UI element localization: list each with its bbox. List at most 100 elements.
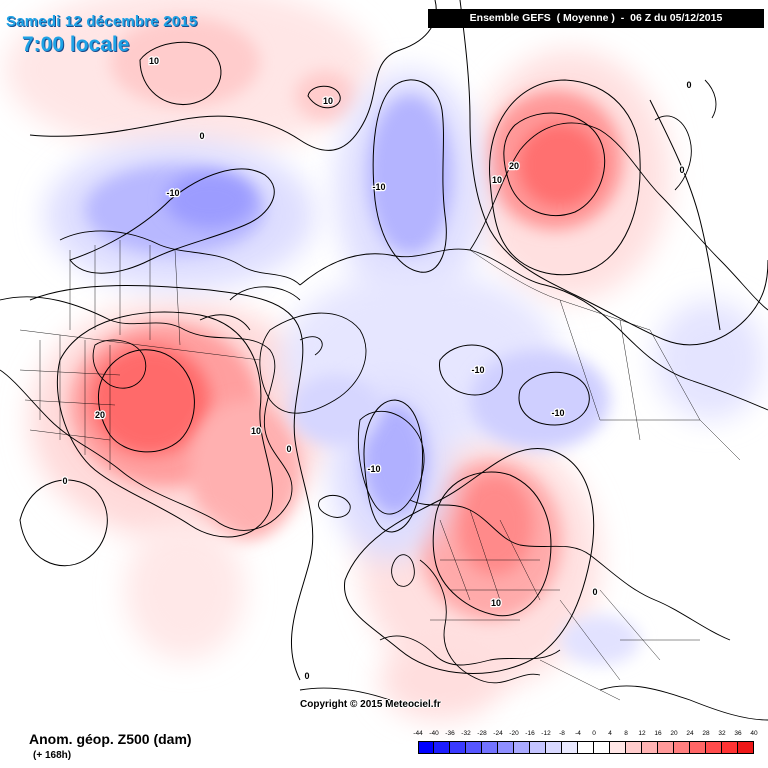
coastline-europe <box>409 499 731 684</box>
contour-label: 10 <box>323 96 333 106</box>
contour-minus-ten-alaska <box>69 168 275 274</box>
coastline-siberia <box>299 248 768 411</box>
trough-siberia-core <box>368 95 452 255</box>
contour-label: 0 <box>592 587 597 597</box>
legend-tick-labels: -44 -40 -36 -32 -28 -24 -20 -16 -12 -8 -4 0 4 8 12 16 20… <box>412 730 757 740</box>
coastlines <box>0 79 768 721</box>
ridge-north-pacific-core <box>110 17 260 107</box>
contour-label: 0 <box>304 671 309 681</box>
legend-swatch <box>482 742 498 753</box>
legend-tick: -28 <box>477 730 487 737</box>
contour-zero-atlantic <box>29 285 314 681</box>
anomaly-shading <box>5 0 765 720</box>
contour-zero-japan <box>649 99 721 331</box>
legend-swatch <box>738 742 754 753</box>
legend-swatch <box>466 742 482 753</box>
legend-tick: -32 <box>461 730 471 737</box>
contour-label: 20 <box>509 161 519 171</box>
legend-swatch <box>546 742 562 753</box>
copyright-notice: Copyright © 2015 Meteociel.fr <box>300 699 441 710</box>
contour-minus-ten-kara <box>438 344 503 396</box>
legend-tick: 20 <box>670 730 678 737</box>
contour-minus-ten-siberia <box>372 79 447 273</box>
contour-ten-europe <box>432 471 552 617</box>
contour-label: -10 <box>372 182 385 192</box>
ridge-europe-core <box>457 475 533 575</box>
contour-label: 0 <box>686 80 691 90</box>
trough-alaska-core <box>165 172 255 228</box>
ridge-pacific-tongue <box>125 520 245 660</box>
coastline-east-asia <box>469 122 768 311</box>
contour-ten-canada <box>56 311 274 538</box>
contour-label: 10 <box>251 426 261 436</box>
contour-label: 10 <box>149 56 159 66</box>
legend-tick: -20 <box>509 730 519 737</box>
legend-tick: -4 <box>575 730 581 737</box>
coastline-arctic-islands <box>199 286 323 356</box>
legend-tick: -8 <box>559 730 565 737</box>
contour-minus-ten-scandinavia <box>363 399 424 533</box>
trough-scandinavia-core <box>363 405 427 515</box>
positive-anomaly-shading <box>5 0 670 720</box>
contour-ten-small-cell <box>307 85 341 109</box>
contour-label: 0 <box>679 165 684 175</box>
coastline-greenland <box>259 312 367 414</box>
legend-swatch <box>418 742 434 753</box>
contour-twenty-canada <box>97 349 195 453</box>
ridge-east-asia-core <box>518 123 602 207</box>
model-run-banner: Ensemble GEFS ( Moyenne ) - 06 Z du 05/1… <box>428 9 764 28</box>
coastline-japan <box>654 79 717 191</box>
legend-tick: 28 <box>702 730 710 737</box>
legend-tick: 4 <box>608 730 612 737</box>
coastline-mediterranean <box>379 635 561 666</box>
legend-swatch <box>434 742 450 753</box>
legend-swatch <box>594 742 610 753</box>
contour-twenty-east-asia <box>503 112 606 216</box>
legend-swatch <box>706 742 722 753</box>
border-europe <box>430 509 560 621</box>
contour-label: 10 <box>491 598 501 608</box>
legend-swatch <box>658 742 674 753</box>
contour-ten-pacific <box>139 41 222 106</box>
contour-label: 0 <box>199 131 204 141</box>
contour-label: -10 <box>471 365 484 375</box>
forecast-date: Samedi 12 décembre 2015 <box>6 13 198 30</box>
border-central-asia <box>559 299 741 461</box>
coastline-africa-asia-south <box>299 685 768 721</box>
variable-label: Anom. géop. Z500 (dam) <box>29 731 192 747</box>
contour-label: 20 <box>95 410 105 420</box>
contour-zero-pacific-west <box>19 479 108 567</box>
trough-east-siberia <box>470 350 610 450</box>
legend-swatch <box>626 742 642 753</box>
legend-tick: -36 <box>445 730 455 737</box>
anomaly-contours <box>19 0 768 681</box>
border-middle-east <box>539 589 700 701</box>
legend-swatch <box>690 742 706 753</box>
ridge-atlantic-lobe <box>190 400 300 540</box>
legend-tick: 24 <box>686 730 694 737</box>
coastline-north-america <box>0 296 293 531</box>
legend-tick: 12 <box>638 730 646 737</box>
legend-swatch <box>498 742 514 753</box>
ridge-mediterranean <box>380 640 500 720</box>
contour-minus-ten-east-siberia <box>518 371 590 426</box>
contour-label: -10 <box>367 464 380 474</box>
border-canada-provinces <box>69 240 181 346</box>
contour-label: 0 <box>62 476 67 486</box>
trough-pacific-east <box>655 300 765 420</box>
contour-ten-east-asia <box>489 79 641 276</box>
legend-tick: 0 <box>592 730 596 737</box>
border-us-states <box>19 335 121 470</box>
trough-baffin <box>290 375 380 445</box>
legend-swatch <box>578 742 594 753</box>
lead-time-label: (+ 168h) <box>33 750 72 761</box>
coastline-iceland <box>318 494 351 518</box>
legend-swatch <box>722 742 738 753</box>
legend-tick: 16 <box>654 730 662 737</box>
contour-label: -10 <box>551 408 564 418</box>
legend-tick: -40 <box>429 730 439 737</box>
coastline-hudson-bay <box>92 339 147 389</box>
contour-zero-europe <box>343 448 595 674</box>
legend-tick: 36 <box>734 730 742 737</box>
